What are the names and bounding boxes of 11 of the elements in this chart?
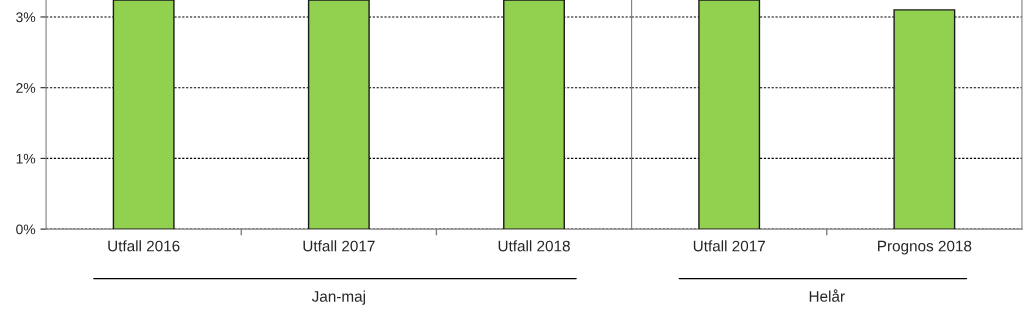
- x-tick-label: Utfall 2016: [108, 240, 180, 252]
- x-axis-title: Jan-maj: [311, 290, 365, 305]
- y-tick-label: 0%: [16, 224, 36, 235]
- y-tick-label: 2%: [16, 83, 36, 93]
- x-tick-label: Prognos 2018: [878, 240, 972, 255]
- x-tick-label: Utfall 2018: [498, 240, 570, 252]
- x-axis-title: Helår: [809, 289, 845, 302]
- y-tick-label: 1%: [16, 153, 36, 164]
- x-tick-label: Utfall 2017: [303, 240, 375, 252]
- x-tick-label: Utfall 2017: [693, 240, 765, 252]
- y-tick-label: 3%: [16, 12, 36, 23]
